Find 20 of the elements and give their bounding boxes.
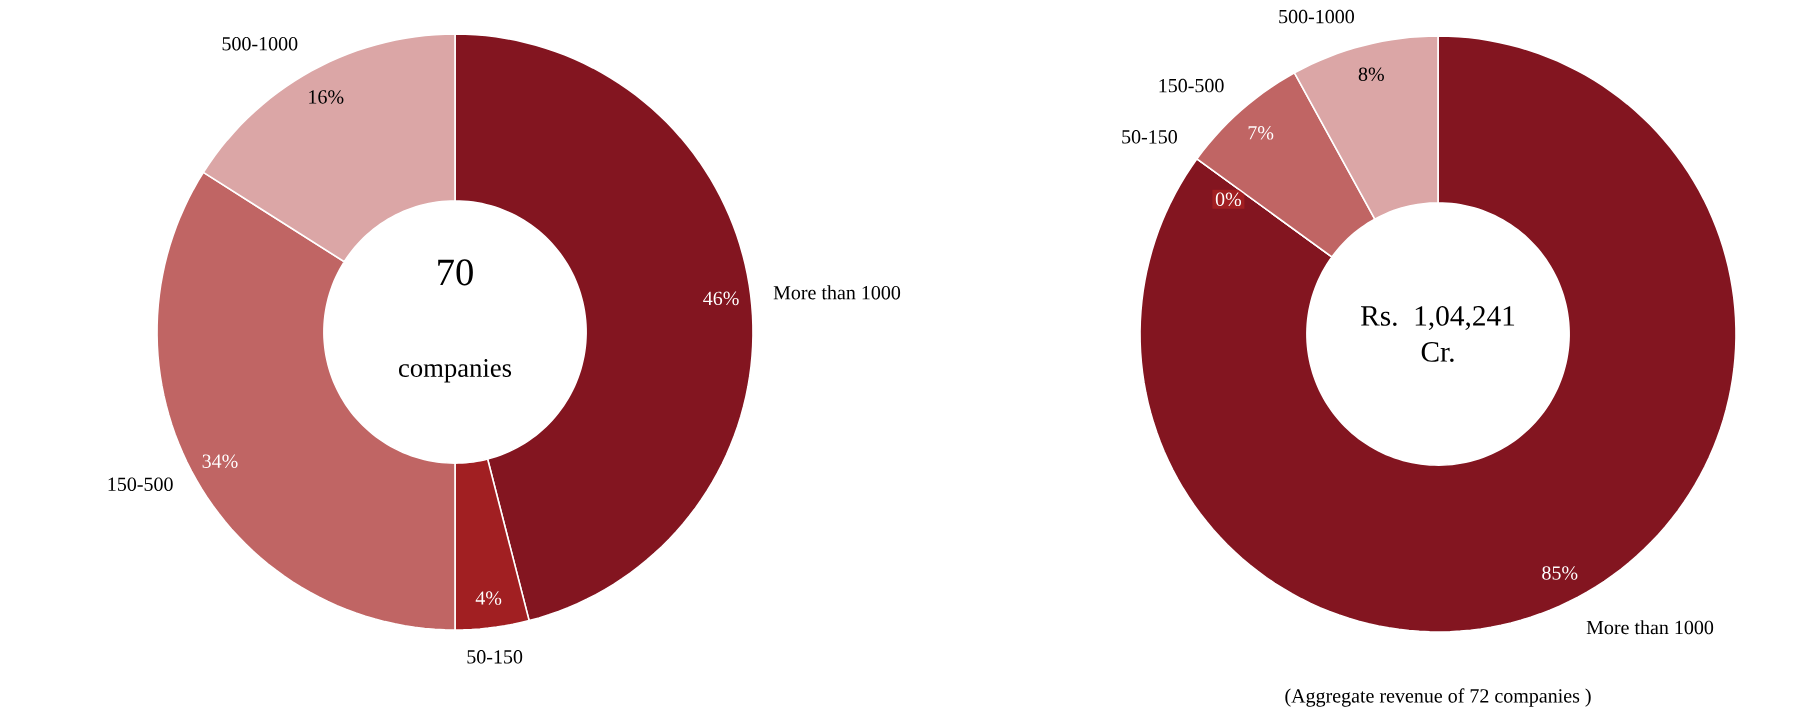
data-label: 34% <box>202 454 238 468</box>
text: Rs. 1,04,241 Cr. <box>1361 306 1515 362</box>
text: 0% <box>1215 192 1242 207</box>
text: 70 <box>438 259 473 286</box>
slice-label: 500-1000 <box>222 36 298 51</box>
data-label: 85% <box>1542 566 1578 580</box>
data-label: 7% <box>1248 126 1274 140</box>
text: companies <box>399 359 512 383</box>
slice-label: 150-500 <box>108 477 173 491</box>
data-label: 4% <box>475 591 502 605</box>
data-label: 8% <box>1358 67 1384 82</box>
data-label: 46% <box>703 291 739 306</box>
category-label: 50-150 <box>1122 130 1177 144</box>
slice-label: 150-500 <box>1159 78 1224 93</box>
text: (Aggregate revenue of 72 companies ) <box>1285 688 1591 707</box>
slice-label: More than 1000 <box>1586 620 1714 635</box>
data-label: 16% <box>309 90 344 104</box>
slice-label: More than 1000 <box>773 285 901 300</box>
slice-label: 50-150 <box>467 650 523 664</box>
slice-label: 500-1000 <box>1279 9 1354 24</box>
